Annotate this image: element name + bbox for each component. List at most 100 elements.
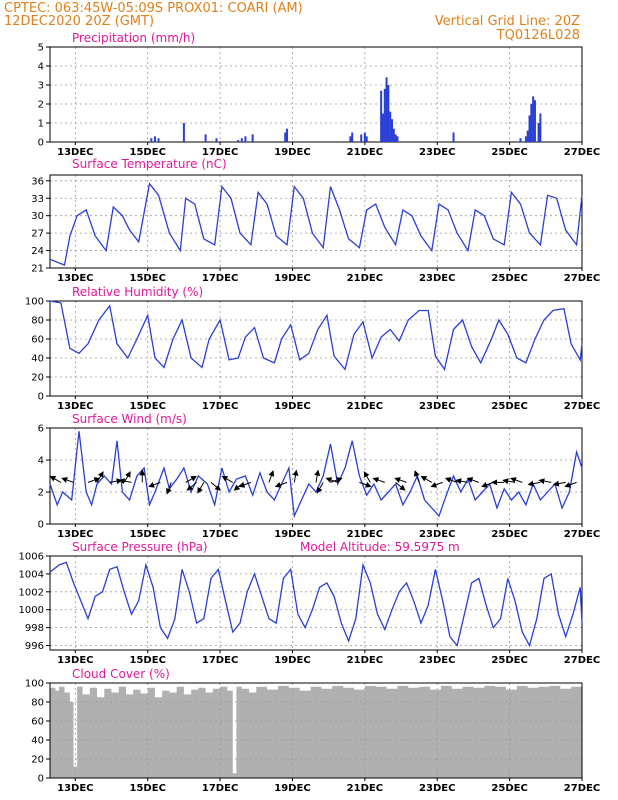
wind-vector-arrow — [221, 475, 234, 483]
x-tick-label: 19DEC — [274, 529, 310, 540]
x-tick-label: 25DEC — [491, 273, 527, 284]
y-tick-label: 60 — [31, 717, 44, 728]
series-line — [49, 561, 583, 648]
wind-vector-arrow — [538, 478, 552, 485]
y-tick-label: 4 — [38, 62, 44, 73]
y-tick-label: 996 — [25, 641, 44, 652]
x-tick-label: 21DEC — [347, 655, 383, 666]
y-tick-label: 5 — [38, 43, 44, 54]
panel-frame — [49, 555, 583, 651]
wind-vector-arrow — [455, 478, 469, 485]
panel-1: 0 1 2 3 4 5 13DEC 15DEC 17DEC 19DEC 21DEC 23DEC 25DE… — [38, 31, 601, 158]
panel-5: 996 998 1000 1002 1004 1006 13DEC 15DEC 17DEC 19D… — [19, 540, 601, 666]
y-tick-label: 0 — [38, 520, 44, 531]
wind-vector-arrow — [197, 482, 205, 494]
y-tick-label: 998 — [25, 623, 44, 634]
x-tick-label: 27DEC — [564, 529, 600, 540]
x-tick-label: 25DEC — [491, 783, 527, 794]
y-tick-label: 0 — [38, 138, 44, 149]
panel-frame — [49, 682, 583, 779]
wind-vector-arrow — [49, 475, 62, 483]
x-tick-label: 21DEC — [347, 401, 383, 412]
wind-vector-arrow — [564, 481, 577, 488]
header-datetime: 12DEC2020 20Z (GMT) — [4, 14, 154, 29]
x-tick-label: 13DEC — [57, 401, 93, 412]
y-tick-label: 20 — [31, 373, 44, 384]
wind-vector-arrow — [118, 478, 132, 485]
precip-bar — [383, 88, 386, 142]
y-tick-label: 24 — [31, 246, 44, 257]
precip-bar — [452, 132, 455, 142]
x-tick-label: 27DEC — [564, 655, 600, 666]
wind-vector-arrow — [502, 478, 516, 485]
y-tick-label: 100 — [25, 679, 44, 690]
precip-bar — [349, 136, 352, 142]
panel-frame — [49, 46, 583, 143]
y-tick-label: 0 — [38, 774, 44, 785]
x-tick-label: 17DEC — [202, 655, 238, 666]
y-tick-label: 1006 — [19, 552, 44, 563]
x-tick-label: 17DEC — [202, 273, 238, 284]
x-tick-label: 21DEC — [347, 147, 383, 158]
wind-vector-arrow — [166, 482, 172, 495]
precip-bar — [251, 134, 254, 142]
x-tick-label: 19DEC — [274, 147, 310, 158]
wind-vector-arrow — [420, 475, 433, 483]
x-tick-label: 13DEC — [57, 529, 93, 540]
wind-vector-arrow — [413, 470, 420, 483]
y-tick-label: 60 — [31, 335, 44, 346]
cloud-cover-area — [50, 685, 582, 778]
x-tick-label: 25DEC — [491, 147, 527, 158]
wind-vector-arrow — [325, 477, 338, 483]
wind-vector-arrow — [510, 477, 523, 483]
wind-vector-arrow — [61, 477, 74, 483]
y-tick-label: 100 — [25, 297, 44, 308]
precip-bar — [532, 96, 535, 142]
precip-bar — [150, 138, 153, 142]
x-tick-label: 17DEC — [202, 783, 238, 794]
wind-vector-arrow — [238, 481, 252, 488]
header-location: CPTEC: 063:45W-05:09S PROX01: COARI (AM) — [4, 1, 303, 16]
x-tick-label: 25DEC — [491, 655, 527, 666]
wind-vector-arrow — [96, 471, 104, 483]
precip-bar — [363, 132, 366, 142]
y-tick-label: 2 — [38, 100, 44, 111]
precip-bar — [385, 77, 388, 142]
y-tick-label: 27 — [31, 229, 44, 240]
wind-vector-arrow — [394, 477, 407, 483]
panel-title: Surface Temperature (nC) — [72, 157, 227, 171]
x-tick-label: 15DEC — [130, 273, 166, 284]
x-tick-label: 27DEC — [564, 147, 600, 158]
y-tick-label: 80 — [31, 316, 44, 327]
panel-subtitle: Model Altitude: 59.5975 m — [300, 540, 460, 554]
series-line — [49, 300, 583, 371]
wind-vector-arrow — [233, 482, 244, 491]
precip-bar — [387, 85, 390, 142]
x-tick-label: 25DEC — [491, 401, 527, 412]
wind-vector-arrow — [185, 475, 197, 483]
wind-vector-arrow — [363, 471, 371, 483]
precip-bar — [157, 138, 160, 142]
panel-frame — [49, 427, 583, 525]
precip-bar — [526, 130, 529, 142]
y-tick-label: 21 — [31, 264, 44, 275]
panel-frame — [49, 174, 583, 269]
y-tick-label: 80 — [31, 698, 44, 709]
x-tick-label: 27DEC — [564, 783, 600, 794]
wind-vector-arrow — [359, 481, 372, 488]
x-tick-label: 21DEC — [347, 783, 383, 794]
y-tick-label: 3 — [38, 81, 44, 92]
precip-bar — [240, 138, 243, 142]
x-tick-label: 21DEC — [347, 529, 383, 540]
y-tick-label: 33 — [31, 194, 44, 205]
x-tick-label: 15DEC — [130, 529, 166, 540]
x-tick-label: 23DEC — [419, 273, 455, 284]
wind-vector-arrow — [316, 482, 324, 494]
precip-bar — [286, 128, 289, 142]
header-model-id: TQ0126L028 — [496, 28, 580, 43]
precip-bar — [392, 128, 395, 142]
panel-6: 0 20 40 60 80 100 13DEC 15DEC 17DEC 19DEC 21DEC 23D… — [25, 667, 600, 794]
x-tick-label: 15DEC — [130, 655, 166, 666]
precip-bar — [182, 123, 185, 142]
precip-bar — [215, 138, 218, 142]
